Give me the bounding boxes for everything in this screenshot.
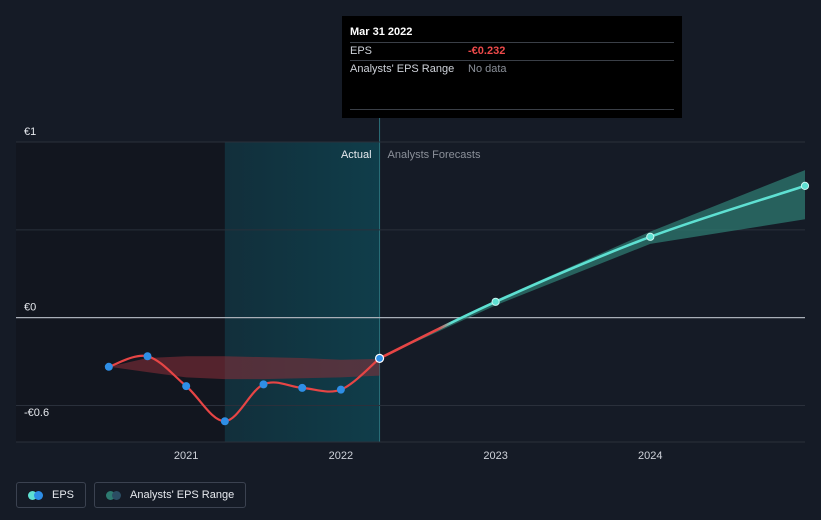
x-tick-label: 2022: [329, 450, 353, 462]
past-region: [16, 142, 225, 442]
legend: EPS Analysts' EPS Range: [16, 482, 247, 508]
tooltip-eps-value: -€0.232: [468, 45, 506, 57]
eps-line-forecast: [378, 184, 806, 360]
x-tick-label: 2024: [638, 450, 662, 462]
eps-point: [336, 385, 345, 394]
tooltip-row-range: Analysts' EPS Range No data: [350, 61, 674, 78]
range-swatch-icon: [106, 490, 122, 500]
tooltip-range-value: No data: [468, 63, 507, 75]
range-band-actual: [108, 356, 380, 380]
tooltip: Mar 31 2022 EPS -€0.232 Analysts' EPS Ra…: [342, 16, 682, 118]
highlight-region: [224, 142, 380, 442]
y-tick-label: €1: [24, 126, 36, 138]
x-tick-label: 2023: [483, 450, 507, 462]
y-tick-label: -€0.6: [24, 407, 49, 419]
tooltip-date: Mar 31 2022: [350, 24, 674, 43]
eps-point: [182, 382, 191, 391]
legend-eps-label: EPS: [52, 489, 75, 501]
eps-forecast-point: [800, 181, 810, 191]
legend-range-label: Analysts' EPS Range: [130, 489, 235, 501]
x-tick-label: 2021: [174, 450, 198, 462]
eps-point: [220, 417, 229, 426]
eps-point: [298, 383, 307, 392]
eps-point: [104, 362, 113, 371]
tooltip-row-eps: EPS -€0.232: [350, 43, 674, 61]
eps-forecast-point: [646, 232, 655, 241]
eps-point: [143, 352, 152, 361]
tooltip-range-label: Analysts' EPS Range: [350, 63, 455, 75]
legend-item-eps[interactable]: EPS: [16, 482, 87, 508]
eps-swatch-icon: [28, 490, 44, 500]
tooltip-divider: [350, 109, 674, 110]
eps-forecast-point: [491, 297, 500, 306]
actual-label: Actual: [341, 149, 372, 161]
forecast-label: Analysts Forecasts: [388, 149, 481, 161]
eps-point: [259, 380, 268, 389]
tooltip-eps-label: EPS: [350, 45, 373, 57]
eps-point: [374, 353, 385, 363]
legend-item-range[interactable]: Analysts' EPS Range: [94, 482, 247, 508]
range-band-forecast: [379, 170, 805, 359]
y-tick-label: €0: [24, 302, 36, 314]
